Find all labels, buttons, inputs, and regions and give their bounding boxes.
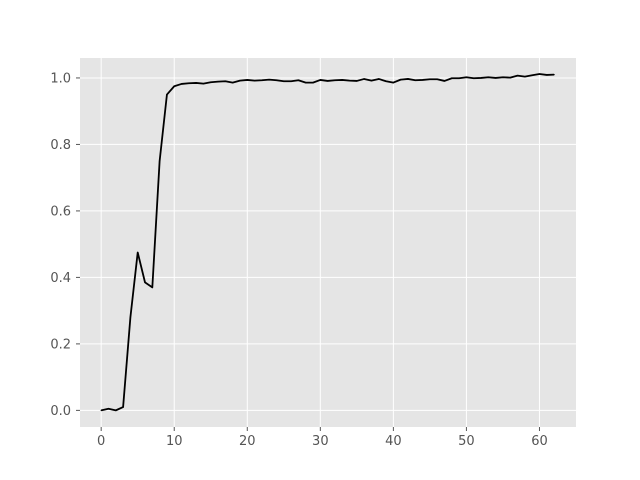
plot-background [80, 58, 576, 427]
data-point [443, 80, 446, 82]
y-tick-label: 1.0 [50, 71, 71, 86]
data-point [487, 76, 489, 78]
x-tick-label: 50 [458, 434, 475, 449]
data-point [370, 80, 373, 82]
y-gridlines [80, 77, 576, 411]
data-point [290, 80, 292, 82]
data-point [173, 85, 175, 87]
data-point [319, 79, 321, 81]
y-tick-label: 0.2 [50, 337, 71, 352]
data-point [458, 77, 460, 79]
data-point [341, 79, 343, 81]
data-point [531, 74, 533, 76]
data-point [202, 82, 205, 85]
data-point [385, 80, 387, 82]
data-point [421, 79, 424, 81]
data-point [414, 79, 416, 81]
x-tick-label: 10 [166, 434, 183, 449]
data-point [363, 78, 365, 80]
data-point [107, 408, 110, 410]
data-point [297, 79, 300, 81]
data-point [224, 80, 226, 82]
data-point [159, 160, 161, 162]
data-point [115, 409, 117, 411]
y-tick-label: 0.0 [50, 404, 71, 419]
data-point [502, 76, 504, 78]
x-tick-label: 60 [531, 434, 548, 449]
data-point [268, 79, 270, 81]
data-point [400, 79, 402, 81]
data-point [195, 82, 197, 84]
data-point [392, 82, 394, 84]
x-tick-label: 20 [239, 434, 256, 449]
data-point [524, 76, 526, 78]
y-tick-label: 0.6 [50, 204, 71, 219]
data-point [261, 79, 263, 81]
data-point [166, 93, 168, 96]
data-point [232, 82, 234, 84]
data-point [509, 77, 511, 79]
data-point [327, 80, 329, 82]
data-point [180, 83, 183, 85]
data-point [465, 76, 468, 78]
data-point [546, 74, 548, 76]
data-point [356, 80, 358, 82]
data-point [480, 77, 482, 79]
x-tick-label: 40 [385, 434, 402, 449]
y-tick-label: 0.4 [50, 271, 71, 286]
data-point [516, 75, 519, 77]
x-axis-ticks: 0 10 20 30 40 50 60 [97, 427, 548, 449]
data-point [137, 251, 139, 254]
data-point [429, 78, 431, 80]
data-point [210, 81, 212, 83]
x-tick-label: 30 [312, 434, 329, 449]
data-point [378, 78, 380, 80]
data-point [246, 79, 248, 81]
data-point [151, 286, 153, 288]
data-point [253, 80, 256, 82]
data-point [275, 79, 278, 81]
data-point [188, 82, 190, 84]
data-point [451, 77, 453, 79]
data-point [436, 78, 438, 80]
data-point [144, 281, 146, 283]
series-group [100, 73, 555, 412]
data-point [312, 82, 314, 84]
data-point [334, 79, 336, 81]
data-point [553, 74, 555, 76]
y-axis-ticks: 0.0 0.2 0.4 0.6 0.8 1.0 [50, 71, 80, 419]
data-point [239, 80, 241, 82]
data-point [283, 80, 285, 82]
data-point [100, 409, 102, 411]
y-tick-label: 0.8 [50, 138, 71, 153]
x-gridlines [100, 58, 540, 427]
data-point [538, 73, 541, 75]
data-point [473, 77, 475, 79]
data-point [495, 77, 497, 79]
data-point [348, 80, 351, 82]
data-point [217, 81, 219, 83]
data-point [122, 406, 124, 408]
x-tick-label: 0 [97, 434, 105, 449]
data-point [305, 82, 307, 84]
data-point [407, 78, 409, 80]
data-point [129, 316, 132, 318]
